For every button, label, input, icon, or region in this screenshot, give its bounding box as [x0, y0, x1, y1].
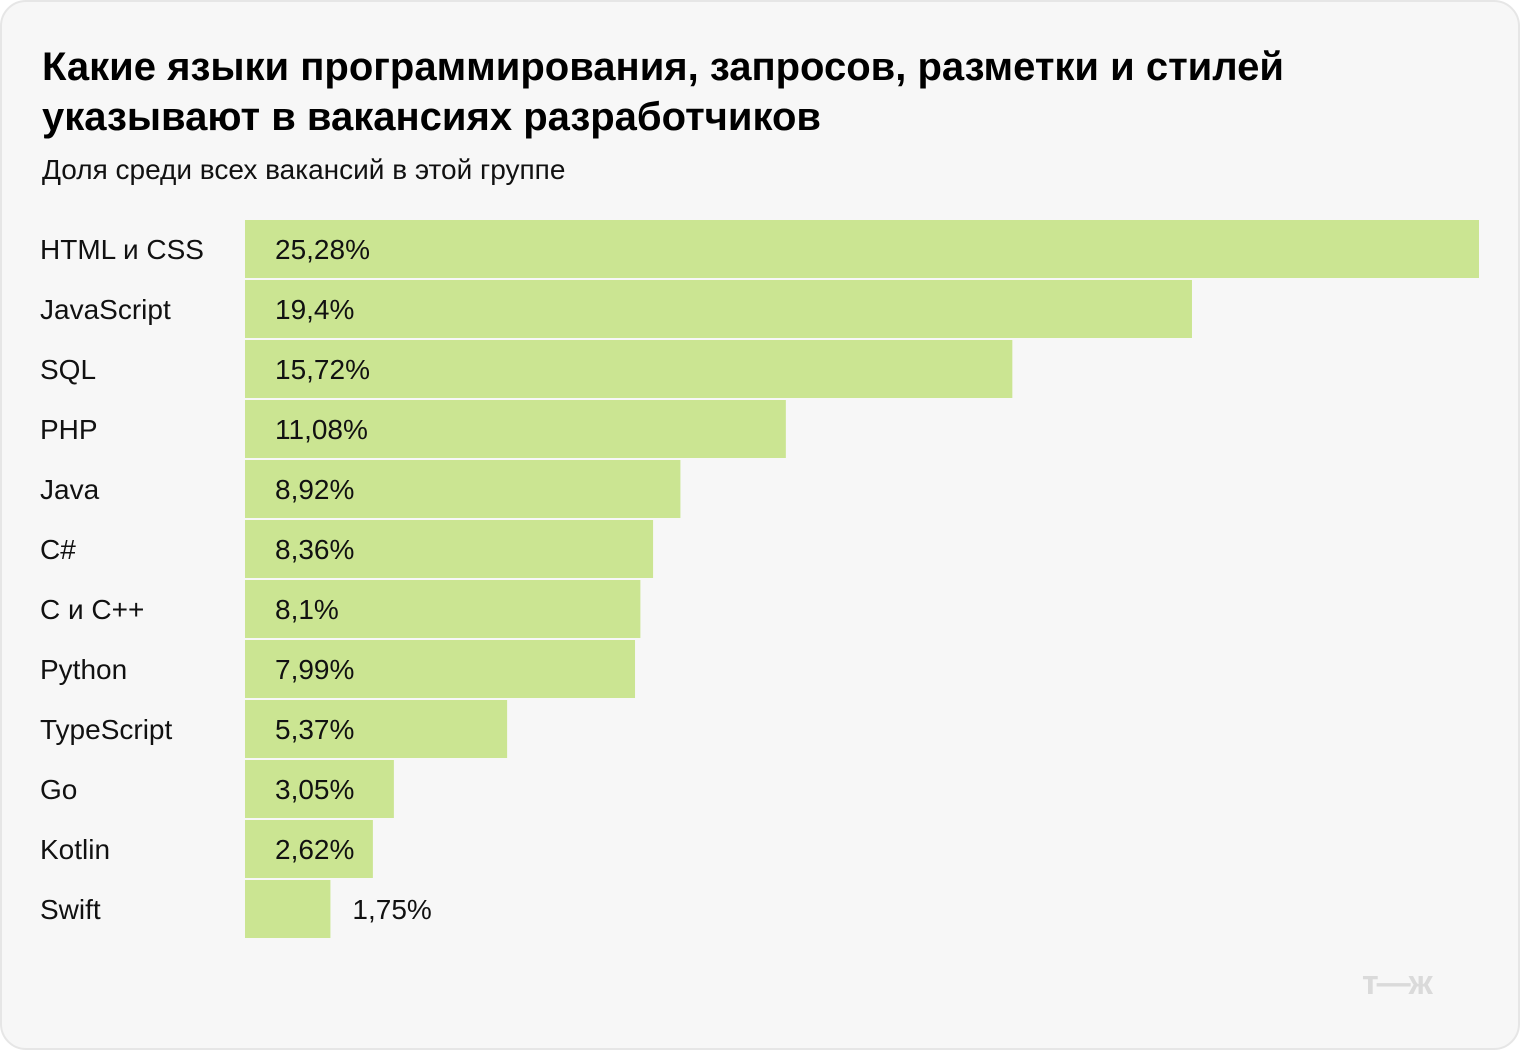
bar — [245, 580, 641, 638]
value-label: 8,1% — [275, 594, 339, 625]
bar — [245, 640, 636, 698]
bar — [245, 760, 394, 818]
value-label: 19,4% — [275, 294, 354, 325]
category-label: Java — [40, 474, 100, 505]
category-label: SQL — [40, 354, 96, 385]
value-label: 25,28% — [275, 234, 370, 265]
chart-subtitle: Доля среди всех вакансий в этой группе — [42, 154, 566, 185]
category-label: Kotlin — [40, 834, 110, 865]
value-label: 5,37% — [275, 714, 354, 745]
category-label: Go — [40, 774, 77, 805]
category-label: Python — [40, 654, 127, 685]
bar — [245, 820, 373, 878]
value-label: 8,92% — [275, 474, 354, 505]
value-label: 1,75% — [352, 894, 431, 925]
chart-title: Какие языки программирования, запросов, … — [42, 45, 1284, 139]
bar — [245, 280, 1192, 338]
bar — [245, 460, 681, 518]
bar — [245, 880, 331, 938]
bar — [245, 520, 654, 578]
bar — [245, 700, 508, 758]
category-label: JavaScript — [40, 294, 171, 325]
category-label: C# — [40, 534, 76, 565]
value-label: 7,99% — [275, 654, 354, 685]
category-label: PHP — [40, 414, 98, 445]
bar — [245, 400, 786, 458]
category-label: TypeScript — [40, 714, 172, 745]
bar — [245, 220, 1479, 278]
category-label: Swift — [40, 894, 101, 925]
value-label: 2,62% — [275, 834, 354, 865]
value-label: 11,08% — [275, 414, 368, 445]
value-label: 8,36% — [275, 534, 354, 565]
value-label: 3,05% — [275, 774, 354, 805]
value-label: 15,72% — [275, 354, 370, 385]
category-label: C и C++ — [40, 594, 144, 625]
logo: т—ж — [1362, 964, 1433, 1002]
bar — [245, 340, 1013, 398]
category-label: HTML и CSS — [40, 234, 204, 265]
